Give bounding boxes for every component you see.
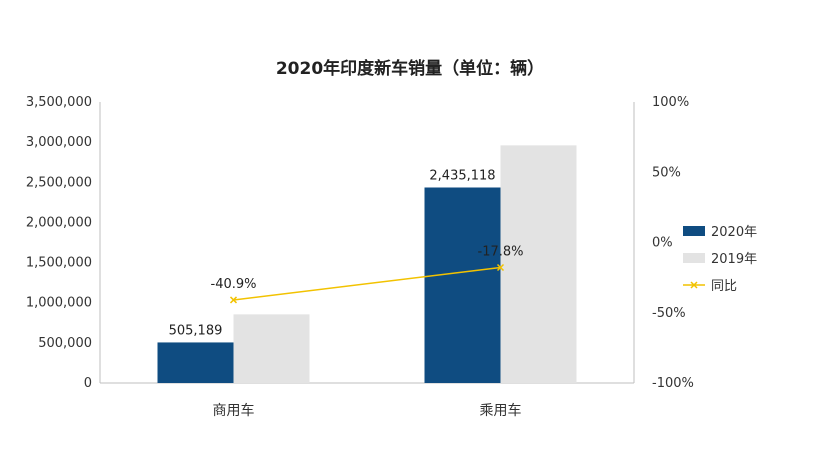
legend-label: 2020年 [711, 225, 757, 240]
y2-tick-label: 100% [652, 95, 689, 110]
line-point [229, 296, 238, 304]
legend-swatch [683, 226, 705, 236]
y-tick-label: 1,000,000 [26, 296, 92, 311]
x-tick-label: 商用车 [213, 402, 255, 419]
line-data-label: -17.8% [478, 245, 524, 260]
y2-tick-label: -50% [652, 306, 686, 321]
y-tick-label: 2,000,000 [26, 215, 92, 230]
legend-line-marker [690, 281, 698, 289]
line-data-label: -40.9% [211, 277, 257, 292]
legend-swatch [683, 253, 705, 263]
y-tick-label: 1,500,000 [26, 256, 92, 271]
line-marker-stroke [496, 263, 505, 272]
y-tick-label: 0 [84, 376, 92, 391]
legend-label: 2019年 [711, 252, 757, 267]
legend-label: 同比 [711, 279, 737, 294]
y-tick-label: 3,500,000 [26, 95, 92, 110]
plot-area: 0 500,000 1,000,000 1,500,000 2,000,000 2,500… [26, 95, 694, 419]
y2-tick-label: 0% [652, 236, 673, 251]
line-series [233, 266, 501, 301]
chart-title: 2020年印度新车销量（单位：辆） [276, 58, 544, 79]
y2-tick-label: -100% [652, 376, 694, 391]
bar-data-label: 505,189 [169, 323, 223, 338]
x-tick-label: 乘用车 [480, 402, 522, 419]
bar [500, 145, 577, 383]
bar [424, 187, 501, 383]
y-tick-label: 2,500,000 [26, 175, 92, 190]
bar [157, 342, 234, 383]
y-tick-label: 3,000,000 [26, 135, 92, 150]
line-point [496, 263, 505, 272]
y-tick-label: 500,000 [38, 336, 92, 351]
y2-tick-label: 50% [652, 165, 681, 180]
bar [233, 314, 310, 383]
line-marker-stroke [229, 296, 238, 304]
bar-data-label: 2,435,118 [429, 168, 495, 183]
